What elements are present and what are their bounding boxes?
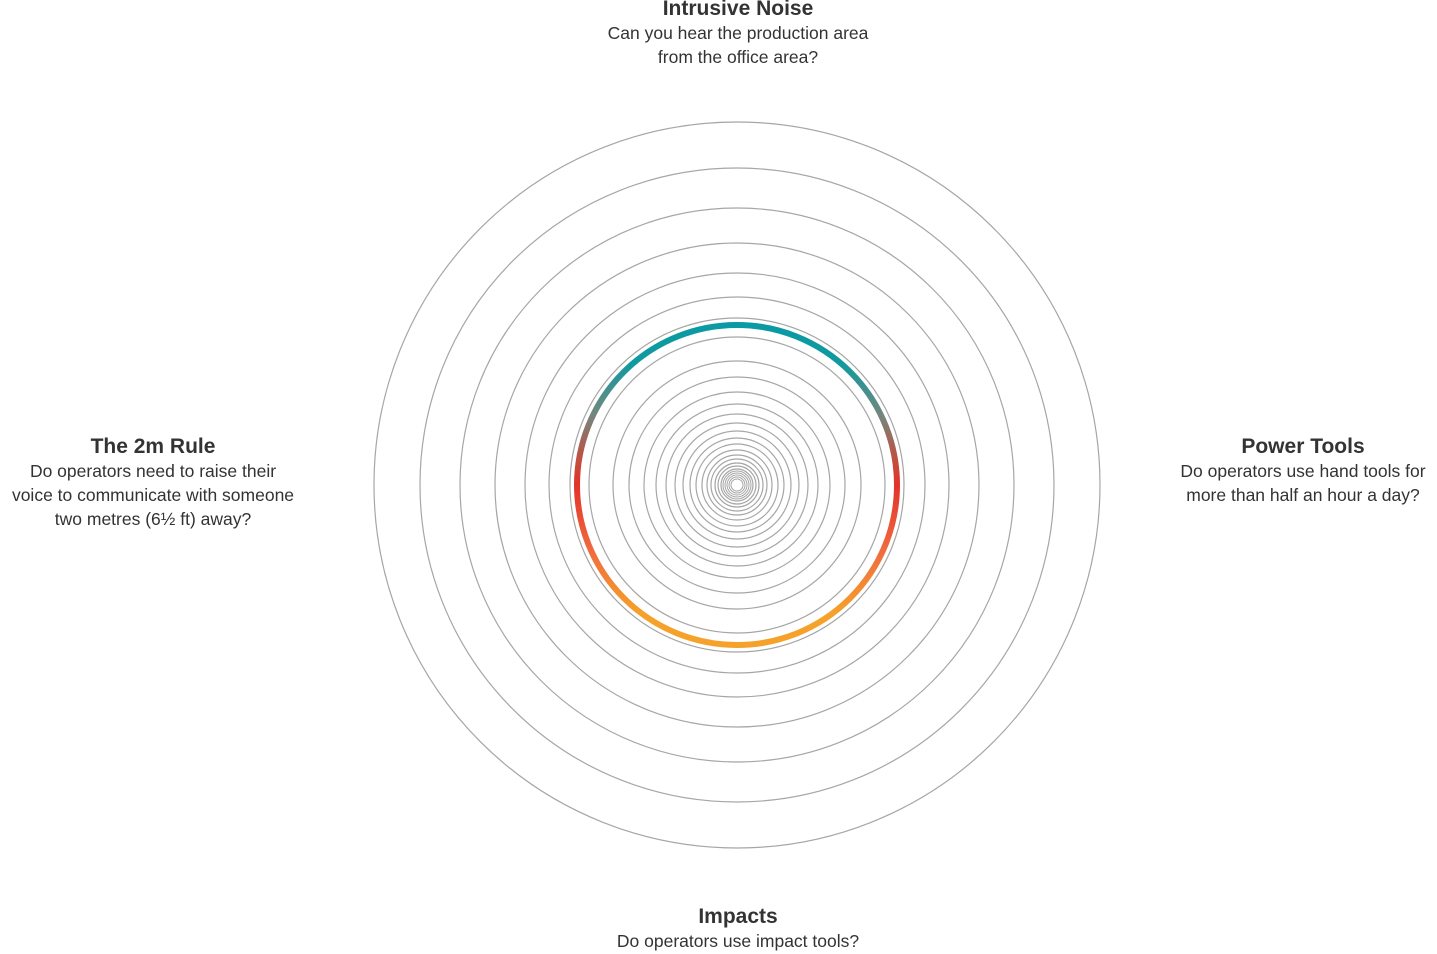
label-power-tools: Power Tools Do operators use hand tools … — [1160, 435, 1437, 507]
ring-20 — [710, 458, 764, 512]
ring-14 — [674, 422, 800, 548]
ring-19 — [706, 454, 768, 516]
ring-15 — [682, 430, 792, 540]
impacts-title: Impacts — [698, 905, 778, 928]
impacts-description: Do operators use impact tools? — [616, 931, 860, 951]
ring-23 — [720, 468, 754, 502]
ring-3 — [459, 207, 1015, 763]
ring-22 — [717, 465, 757, 505]
2m-rule-title: The 2m Rule — [90, 435, 216, 458]
ring-17 — [695, 443, 779, 527]
power-tools-description: Do operators use hand tools for more tha… — [1180, 461, 1426, 505]
ring-18 — [701, 449, 773, 521]
ring-2 — [419, 167, 1055, 803]
ring-12 — [655, 403, 819, 567]
ring-5 — [524, 272, 950, 698]
ring-13 — [665, 413, 809, 557]
2m-rule-description: Do operators need to raise their voice t… — [11, 461, 295, 529]
ring-11 — [643, 391, 831, 579]
ring-21 — [714, 462, 760, 508]
inner-ring — [724, 472, 750, 498]
ring-6 — [548, 296, 926, 674]
label-intrusive-noise: Intrusive Noise Can you hear the product… — [518, 0, 958, 69]
ring-10 — [628, 376, 846, 594]
label-2m-rule: The 2m Rule Do operators need to raise t… — [0, 435, 306, 531]
ring-1 — [373, 121, 1101, 849]
intrusive-noise-description: Can you hear the production area from th… — [607, 23, 869, 67]
label-impacts: Impacts Do operators use impact tools? — [538, 905, 938, 953]
ring-9 — [612, 360, 862, 610]
highlight-ring — [574, 322, 900, 648]
power-tools-title: Power Tools — [1241, 435, 1365, 458]
intrusive-noise-title: Intrusive Noise — [662, 0, 814, 20]
inner-ring — [722, 470, 752, 500]
inner-ring — [728, 476, 746, 494]
ring-8 — [588, 336, 886, 634]
ring-16 — [689, 437, 785, 533]
inner-ring — [726, 474, 748, 496]
rings-group — [373, 121, 1101, 849]
ring-7 — [569, 317, 905, 653]
ring-4 — [494, 242, 980, 728]
inner-ring — [730, 478, 744, 492]
